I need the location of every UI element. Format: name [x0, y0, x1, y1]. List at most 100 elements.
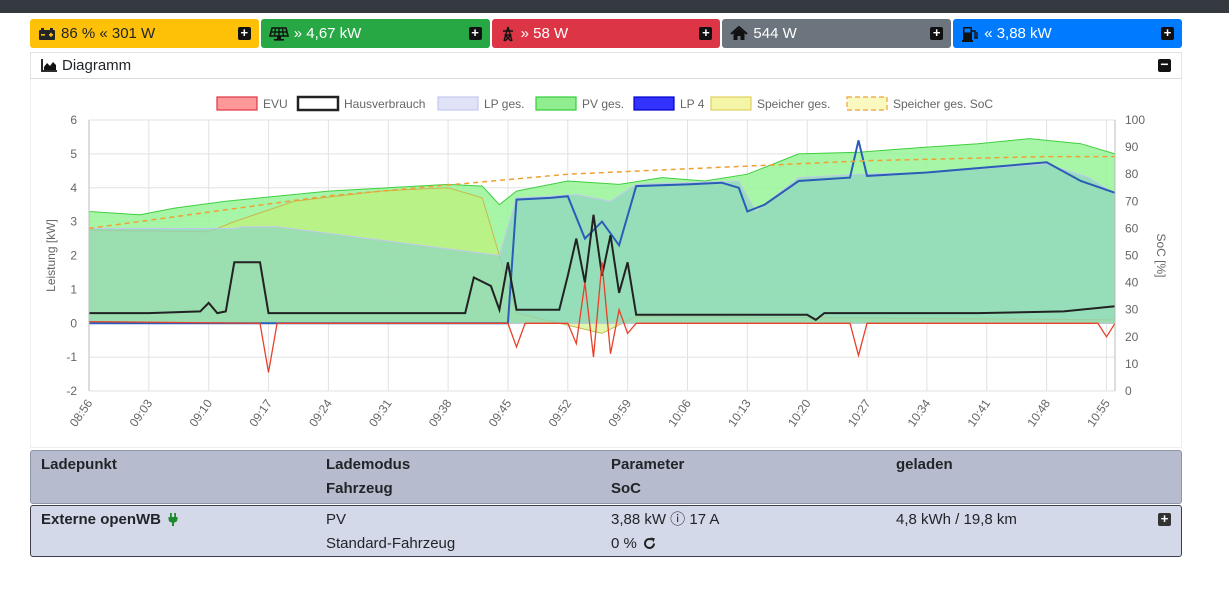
legend-swatch — [216, 96, 258, 111]
refresh-icon[interactable] — [643, 534, 656, 558]
y-tick-label: 2 — [70, 249, 77, 263]
x-tick-label: 09:10 — [186, 396, 215, 429]
y-tick-label: -2 — [66, 384, 77, 398]
diagram-header[interactable]: Diagramm − — [30, 52, 1182, 79]
house-tile[interactable]: 544 W + — [722, 19, 952, 48]
power-tower-icon — [500, 26, 516, 42]
header-lademodus: Lademodus — [326, 456, 411, 473]
y-tick-label: 0 — [70, 316, 77, 330]
legend-item[interactable]: EVU — [216, 96, 288, 111]
expand-icon[interactable]: + — [1158, 512, 1171, 526]
diagram-title: Diagramm — [62, 57, 132, 74]
legend-swatch — [296, 95, 340, 112]
header-geladen: geladen — [896, 456, 953, 473]
house-icon — [730, 26, 749, 41]
y-axis-title: Leistung [kW] — [44, 219, 58, 292]
x-tick-label: 09:31 — [366, 396, 395, 429]
legend-item[interactable]: PV ges. — [535, 96, 624, 111]
top-navbar — [0, 0, 1229, 13]
chargepoint-table-header: Ladepunkt Lademodus Fahrzeug Parameter S… — [30, 450, 1182, 504]
y-tick-label: 1 — [70, 282, 77, 296]
chart-container: -2 -1 0 1 2 3 4 5 6 0 10 20 30 40 50 60 70 80 90 100 08:56 09… — [30, 79, 1182, 448]
legend-swatch — [846, 96, 888, 111]
y2-tick-label: 20 — [1125, 330, 1139, 344]
x-tick-label: 10:55 — [1084, 396, 1113, 429]
legend-swatch — [437, 96, 479, 111]
x-tick-label: 09:59 — [605, 396, 634, 429]
expand-icon[interactable]: + — [1160, 26, 1174, 40]
header-parameter: Parameter — [611, 456, 685, 473]
y2-tick-label: 80 — [1125, 167, 1139, 181]
y2-tick-label: 40 — [1125, 276, 1139, 290]
x-tick-label: 10:13 — [725, 396, 754, 429]
legend-swatch — [633, 96, 675, 111]
expand-icon[interactable]: + — [699, 26, 713, 40]
series-hausverbrauch — [89, 214, 1116, 322]
x-tick-label: 10:06 — [665, 396, 694, 429]
y2-tick-label: 0 — [1125, 384, 1132, 398]
charging-tile[interactable]: « 3,88 kW + — [953, 19, 1182, 48]
soc-value: 0 % — [611, 535, 637, 552]
pv-tile[interactable]: » 4,67 kW + — [260, 19, 490, 48]
y-tick-label: 6 — [70, 113, 77, 127]
x-tick-label: 10:48 — [1024, 396, 1053, 429]
x-tick-label: 10:34 — [905, 396, 934, 429]
y2-tick-label: 60 — [1125, 221, 1139, 235]
legend-item[interactable]: Speicher ges. — [710, 96, 830, 111]
grid-value: » 58 W — [520, 25, 569, 42]
legend-label: Speicher ges. — [757, 97, 830, 111]
chargepoint-name-cell: Externe openWB — [41, 508, 178, 534]
legend-swatch — [535, 96, 577, 111]
chargepoint-row[interactable]: Externe openWB PV Standard-Fahrzeug 3,88… — [30, 505, 1182, 557]
x-tick-label: 10:27 — [845, 396, 874, 429]
y2-tick-label: 10 — [1125, 357, 1139, 371]
legend-item[interactable]: LP 4 — [633, 96, 705, 111]
expand-icon[interactable]: + — [468, 26, 482, 40]
legend-label: LP ges. — [484, 97, 524, 111]
y2-tick-label: 30 — [1125, 303, 1139, 317]
y-tick-label: -1 — [66, 350, 77, 364]
x-tick-label: 09:38 — [426, 396, 455, 429]
y-tick-label: 5 — [70, 147, 77, 161]
vehicle-name: Standard-Fahrzeug — [326, 535, 456, 552]
battery-icon — [38, 27, 56, 41]
charge-mode[interactable]: PV — [326, 511, 347, 528]
y2-tick-label: 50 — [1125, 249, 1139, 263]
legend-item[interactable]: LP ges. — [437, 96, 524, 111]
solar-panel-icon — [268, 26, 289, 41]
header-soc: SoC — [611, 480, 641, 497]
collapse-icon[interactable]: − — [1158, 57, 1171, 72]
y2-tick-label: 100 — [1125, 113, 1145, 127]
plug-icon — [168, 510, 178, 534]
grid-tile[interactable]: » 58 W + — [491, 19, 721, 48]
series-soc — [88, 155, 1115, 230]
legend-label: Speicher ges. SoC — [893, 97, 993, 111]
x-tick-label: 10:20 — [785, 396, 814, 429]
expand-icon[interactable]: + — [930, 26, 944, 40]
charged-amount: 4,8 kWh / 19,8 km — [896, 511, 1017, 528]
chargepoint-name: Externe openWB — [41, 511, 162, 528]
x-tick-label: 09:24 — [306, 396, 335, 429]
y2-axis-title: SoC [%] — [1154, 233, 1168, 277]
battery-value: 86 % « 301 W — [61, 25, 156, 42]
expand-icon[interactable]: + — [237, 26, 251, 40]
x-tick-label: 08:56 — [67, 396, 96, 429]
header-fahrzeug: Fahrzeug — [326, 480, 393, 497]
legend-label: PV ges. — [582, 97, 624, 111]
series-lp4 — [89, 140, 1116, 325]
charging-station-icon — [961, 26, 979, 42]
x-tick-label: 09:17 — [246, 396, 275, 429]
legend-label: EVU — [263, 97, 288, 111]
legend-item[interactable]: Speicher ges. SoC — [846, 96, 993, 111]
pv-value: » 4,67 kW — [293, 25, 362, 42]
y-tick-label: 4 — [70, 181, 77, 195]
y2-tick-label: 90 — [1125, 140, 1139, 154]
legend-swatch — [710, 96, 752, 111]
legend-label: LP 4 — [680, 97, 705, 111]
legend-label: Hausverbrauch — [344, 97, 425, 111]
area-chart-icon — [41, 59, 57, 72]
battery-tile[interactable]: 86 % « 301 W + — [30, 19, 259, 48]
y2-tick-label: 70 — [1125, 194, 1139, 208]
legend-item[interactable]: Hausverbrauch — [296, 95, 425, 112]
